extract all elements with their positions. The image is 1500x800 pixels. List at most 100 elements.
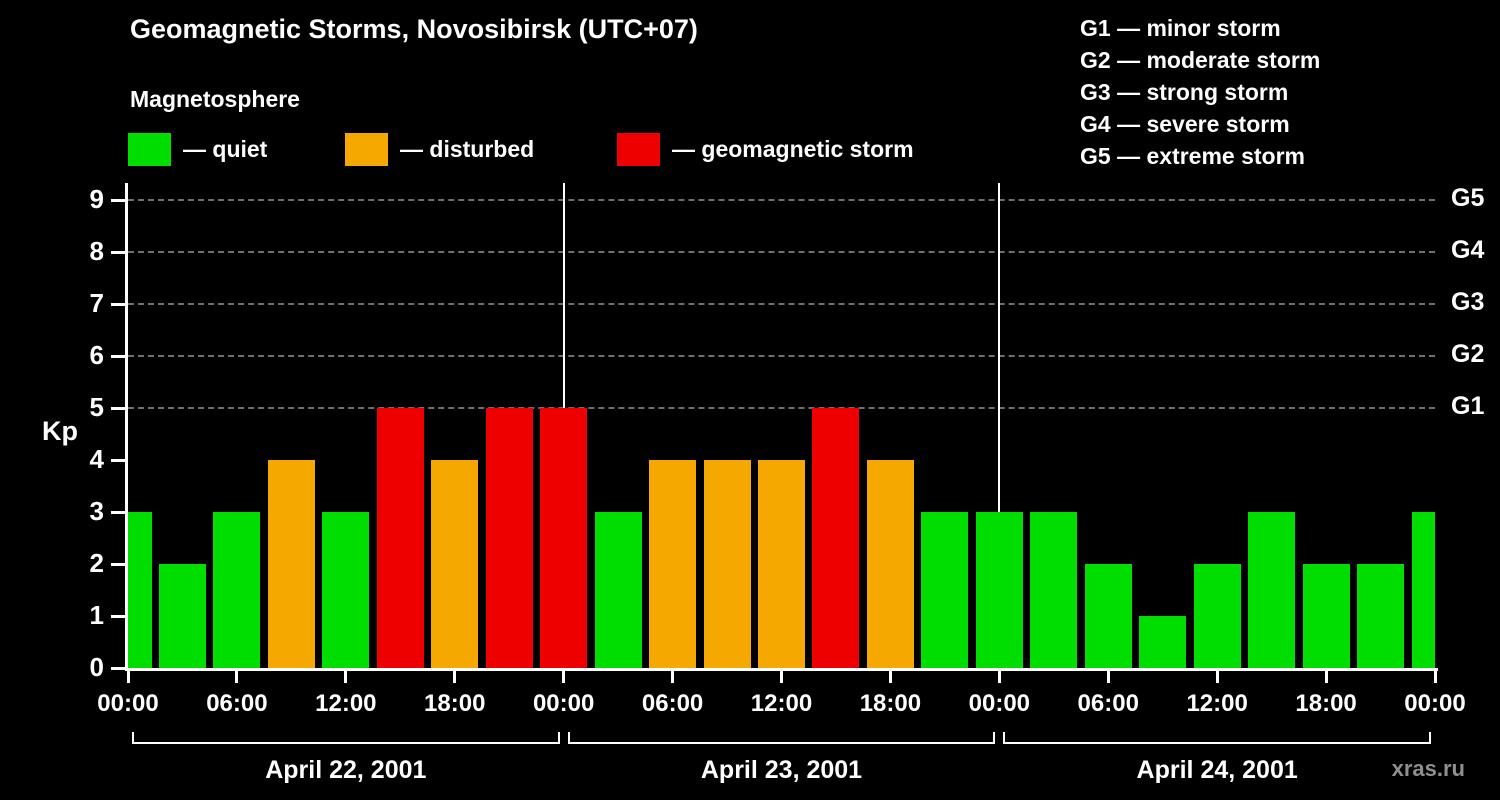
legend-item-storm: — geomagnetic storm bbox=[617, 133, 914, 166]
kp-bar bbox=[1357, 564, 1405, 668]
g-legend-line-g5: G5 — extreme storm bbox=[1080, 143, 1305, 169]
y-tick bbox=[111, 459, 125, 462]
x-tick bbox=[235, 671, 239, 683]
y-tick-label: 0 bbox=[89, 652, 104, 682]
x-tick-label: 00:00 bbox=[1404, 690, 1466, 717]
kp-bar bbox=[322, 512, 370, 668]
y-tick-label: 6 bbox=[89, 340, 104, 370]
kp-bar bbox=[975, 512, 1023, 668]
x-tick-label: 18:00 bbox=[859, 690, 922, 717]
y-tick-label: 5 bbox=[89, 392, 104, 422]
x-tick bbox=[562, 671, 566, 683]
day-bracket bbox=[132, 742, 560, 744]
g-legend-line-g4: G4 — severe storm bbox=[1080, 111, 1290, 137]
chart-title: Geomagnetic Storms, Novosibirsk (UTC+07) bbox=[130, 14, 698, 44]
kp-bar bbox=[1411, 512, 1435, 668]
y-tick bbox=[111, 563, 125, 566]
x-tick-label: 00:00 bbox=[97, 690, 159, 717]
y-tick bbox=[111, 251, 125, 254]
x-tick-label: 06:00 bbox=[641, 690, 704, 717]
watermark: xras.ru bbox=[1391, 756, 1465, 781]
y-tick-label: 9 bbox=[89, 184, 104, 214]
day-bracket bbox=[1003, 742, 1431, 744]
kp-bar bbox=[866, 460, 914, 668]
kp-bar bbox=[1193, 564, 1241, 668]
x-tick bbox=[997, 671, 1001, 683]
day-bracket-end bbox=[1429, 732, 1431, 744]
legend-item-quiet: — quiet bbox=[128, 133, 267, 166]
g-axis-label: G5 bbox=[1451, 184, 1485, 212]
x-tick bbox=[126, 671, 130, 683]
x-tick-label: 06:00 bbox=[206, 690, 268, 717]
kp-bar bbox=[921, 512, 969, 668]
legend-item-disturbed: — disturbed bbox=[345, 133, 534, 166]
g-axis-label: G4 bbox=[1451, 236, 1485, 264]
g-axis-label: G2 bbox=[1451, 340, 1485, 368]
day-bracket-end bbox=[132, 732, 134, 744]
y-tick bbox=[111, 511, 125, 514]
x-tick-label: 06:00 bbox=[1077, 690, 1139, 717]
legend-label-storm: — geomagnetic storm bbox=[672, 136, 914, 162]
y-tick-label: 8 bbox=[89, 236, 104, 266]
y-tick bbox=[111, 303, 125, 306]
kp-bar bbox=[1248, 512, 1296, 668]
day-label: April 22, 2001 bbox=[265, 756, 427, 784]
day-bracket-end bbox=[557, 732, 560, 744]
kp-gridline bbox=[128, 199, 1435, 201]
y-tick bbox=[111, 199, 125, 202]
g-legend-line-g2: G2 — moderate storm bbox=[1080, 47, 1321, 73]
x-tick bbox=[1433, 671, 1437, 683]
day-label: April 23, 2001 bbox=[700, 756, 863, 784]
quiet-color-swatch bbox=[128, 133, 171, 166]
y-tick bbox=[111, 667, 125, 670]
y-axis-line bbox=[125, 183, 128, 671]
y-tick-label: 7 bbox=[89, 288, 104, 318]
g-legend-line-g3: G3 — strong storm bbox=[1080, 79, 1289, 105]
legend-label-disturbed: — disturbed bbox=[400, 136, 535, 162]
x-tick bbox=[1215, 671, 1219, 683]
x-axis-line bbox=[125, 668, 1438, 671]
g-scale-legend: G1 — minor storm G2 — moderate storm G3 … bbox=[1080, 12, 1320, 172]
magnetosphere-label: Magnetosphere bbox=[130, 86, 300, 112]
kp-bar bbox=[213, 512, 261, 668]
y-tick-label: 1 bbox=[89, 600, 104, 630]
day-bracket-end bbox=[567, 732, 570, 744]
kp-bar bbox=[649, 460, 697, 668]
day-bracket-end bbox=[1003, 732, 1006, 744]
y-tick bbox=[111, 355, 125, 358]
kp-bar bbox=[1030, 512, 1078, 668]
kp-bar bbox=[376, 408, 424, 668]
x-tick-label: 18:00 bbox=[1295, 690, 1357, 717]
day-boundary-line bbox=[998, 183, 1001, 668]
y-tick-label: 2 bbox=[89, 548, 104, 578]
day-label: April 24, 2001 bbox=[1136, 756, 1298, 784]
kp-bar bbox=[267, 460, 315, 668]
g-legend-line-g1: G1 — minor storm bbox=[1080, 15, 1281, 41]
x-tick bbox=[453, 671, 457, 683]
x-tick-label: 12:00 bbox=[315, 690, 377, 717]
x-tick-label: 12:00 bbox=[1186, 690, 1248, 717]
x-tick bbox=[888, 671, 892, 683]
day-bracket-end bbox=[993, 732, 996, 744]
kp-bar bbox=[540, 408, 588, 668]
kp-gridline bbox=[128, 251, 1435, 253]
legend-label-quiet: — quiet bbox=[183, 136, 268, 162]
g-axis-label: G1 bbox=[1451, 392, 1485, 420]
y-tick-label: 3 bbox=[89, 496, 104, 526]
kp-gridline bbox=[128, 303, 1435, 305]
storm-color-swatch bbox=[617, 133, 660, 166]
y-tick bbox=[111, 615, 125, 618]
y-tick bbox=[111, 407, 125, 410]
kp-bar bbox=[128, 512, 152, 668]
x-tick-label: 00:00 bbox=[532, 690, 595, 717]
x-tick bbox=[671, 671, 675, 683]
kp-bar bbox=[485, 408, 533, 668]
x-tick-label: 12:00 bbox=[750, 690, 813, 717]
day-bracket bbox=[567, 742, 996, 744]
kp-bar bbox=[758, 460, 805, 668]
y-axis-title: Kp bbox=[42, 416, 78, 446]
g-axis-label: G3 bbox=[1451, 288, 1485, 316]
kp-bar bbox=[158, 564, 206, 668]
kp-bar bbox=[1302, 564, 1350, 668]
